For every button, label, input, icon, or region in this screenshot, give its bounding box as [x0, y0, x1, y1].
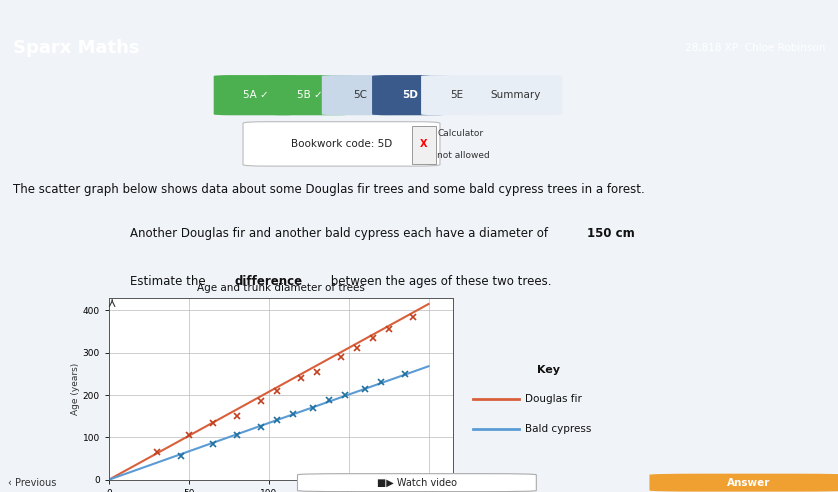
FancyBboxPatch shape	[214, 75, 297, 115]
Text: X: X	[421, 139, 427, 149]
Y-axis label: Age (years): Age (years)	[71, 363, 80, 415]
FancyBboxPatch shape	[372, 75, 449, 115]
Text: .: .	[627, 227, 630, 240]
Text: Estimate the: Estimate the	[130, 275, 210, 288]
FancyBboxPatch shape	[422, 75, 493, 115]
Text: 5C: 5C	[354, 90, 367, 100]
Text: ‹ Previous: ‹ Previous	[8, 478, 57, 488]
Text: The scatter graph below shows data about some Douglas fir trees and some bald cy: The scatter graph below shows data about…	[13, 183, 644, 195]
Text: Sparx Maths: Sparx Maths	[13, 38, 139, 57]
Text: Douglas fir: Douglas fir	[525, 394, 582, 404]
Text: 28,818 XP  Chloe Robinson: 28,818 XP Chloe Robinson	[685, 43, 825, 53]
Text: Key: Key	[537, 366, 561, 375]
Text: 5D: 5D	[403, 90, 418, 100]
FancyBboxPatch shape	[322, 75, 399, 115]
Text: Another Douglas fir and another bald cypress each have a diameter of: Another Douglas fir and another bald cyp…	[130, 227, 551, 240]
Text: Bald cypress: Bald cypress	[525, 424, 592, 434]
FancyBboxPatch shape	[649, 474, 838, 492]
Text: 150 cm: 150 cm	[587, 227, 634, 240]
Text: between the ages of these two trees.: between the ages of these two trees.	[327, 275, 551, 288]
Title: Age and trunk diameter of trees: Age and trunk diameter of trees	[197, 283, 365, 293]
FancyBboxPatch shape	[412, 126, 436, 164]
Text: Bookwork code: 5D: Bookwork code: 5D	[292, 139, 392, 149]
FancyBboxPatch shape	[297, 474, 536, 492]
Text: 5E: 5E	[450, 90, 463, 100]
Text: Calculator: Calculator	[437, 129, 484, 138]
FancyBboxPatch shape	[243, 122, 440, 166]
Text: ■▶ Watch video: ■▶ Watch video	[377, 478, 458, 488]
Text: Summary: Summary	[490, 90, 541, 100]
Text: 5A ✓: 5A ✓	[243, 90, 268, 100]
FancyBboxPatch shape	[268, 75, 352, 115]
Text: difference: difference	[235, 275, 303, 288]
FancyBboxPatch shape	[468, 75, 562, 115]
Text: Answer: Answer	[727, 478, 770, 488]
Text: not allowed: not allowed	[437, 151, 490, 160]
Text: 5B ✓: 5B ✓	[297, 90, 323, 100]
